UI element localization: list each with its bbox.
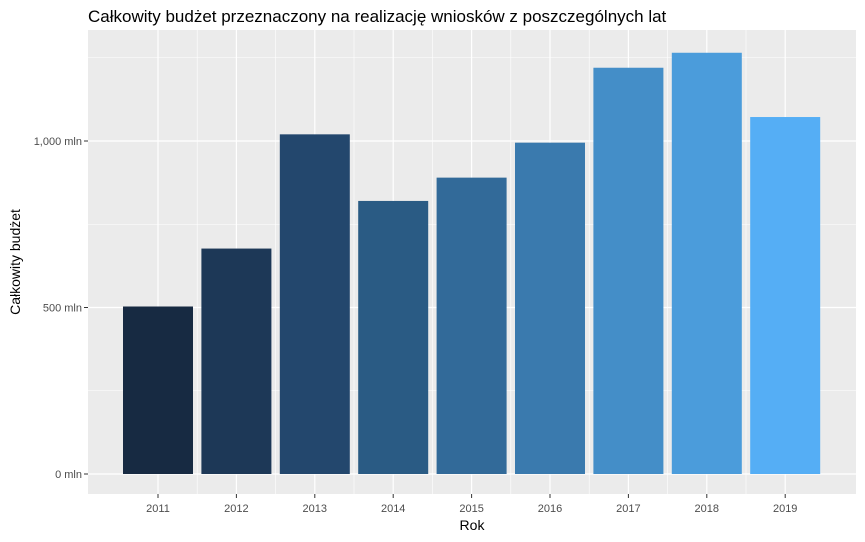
bar-2011	[123, 306, 193, 474]
x-tick-label: 2019	[773, 503, 797, 515]
x-tick-label: 2013	[303, 503, 327, 515]
x-tick-label: 2018	[695, 503, 719, 515]
y-axis-ticks: 0 mln 500 mln 1,000 mln	[34, 136, 88, 481]
bars	[123, 52, 821, 475]
bar-2019	[750, 117, 821, 475]
x-axis-ticks: 2011 2012 2013 2014 2015 2016 2017 2018 2019	[146, 494, 797, 515]
chart-title: Całkowity budżet przeznaczony na realiza…	[88, 7, 667, 26]
bar-2016	[515, 142, 585, 475]
y-tick-label: 0 mln	[55, 469, 82, 481]
bar-2018	[671, 52, 742, 474]
x-tick-label: 2017	[616, 503, 640, 515]
bar-2014	[358, 200, 429, 474]
x-tick-label: 2016	[538, 503, 562, 515]
y-tick-label: 1,000 mln	[34, 136, 82, 148]
y-tick-label: 500 mln	[43, 303, 82, 315]
bar-2012	[201, 248, 272, 474]
y-axis-label: Całkowity budżet	[7, 209, 23, 315]
x-tick-label: 2012	[224, 503, 248, 515]
x-tick-label: 2011	[146, 503, 170, 515]
x-tick-label: 2014	[381, 503, 405, 515]
bar-2015	[436, 177, 507, 474]
bar-2017	[593, 67, 664, 475]
bar-2013	[279, 134, 350, 474]
x-tick-label: 2015	[459, 503, 483, 515]
x-axis-label: Rok	[460, 517, 486, 533]
